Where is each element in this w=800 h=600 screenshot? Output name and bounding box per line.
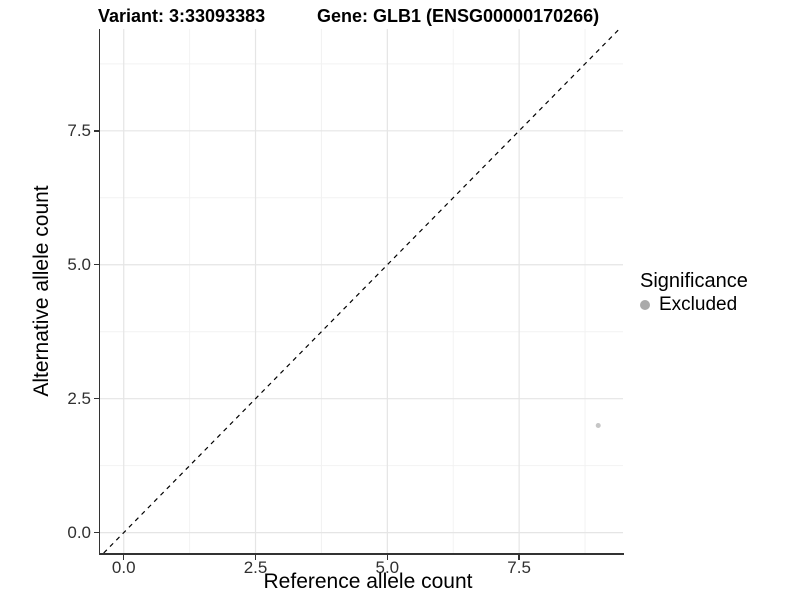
x-tick-mark: [518, 554, 520, 560]
x-tick-mark: [254, 554, 257, 560]
x-axis-line: [98, 553, 624, 555]
x-tick-mark: [122, 554, 125, 560]
y-tick-mark: [93, 263, 99, 266]
variant-title: Variant: 3:33093383: [98, 6, 266, 26]
y-axis-title: Alternative allele count: [30, 185, 53, 397]
identity-dashed-line: [103, 29, 620, 553]
y-tick-label: 0.0: [67, 522, 91, 542]
x-tick-mark: [386, 554, 389, 560]
legend-title: Significance: [640, 270, 748, 292]
x-tick-label: 7.5: [507, 558, 531, 577]
legend-items: Excluded: [640, 293, 737, 316]
y-tick-mark: [93, 130, 99, 132]
x-tick-label: 2.5: [243, 558, 268, 577]
legend-item-excluded: Excluded: [640, 294, 737, 316]
plot-panel: [100, 29, 623, 553]
y-tick-label: 5.0: [67, 254, 91, 274]
y-tick-mark: [93, 397, 99, 400]
x-tick-label: 0.0: [111, 558, 136, 577]
legend-marker-icon: [640, 300, 650, 310]
y-tick-label: 7.5: [67, 120, 91, 140]
plot-area: [100, 29, 623, 553]
gene-title: Gene: GLB1 (ENSG00000170266): [317, 6, 600, 26]
y-tick-label: 2.5: [67, 388, 91, 408]
legend: Significance Excluded: [640, 269, 748, 316]
legend-item-label: Excluded: [659, 294, 738, 315]
x-tick-label: 5.0: [375, 558, 400, 577]
data-point-excluded: [595, 422, 601, 428]
y-axis-line: [98, 29, 100, 555]
x-axis-title: Reference allele count: [263, 570, 473, 593]
y-tick-mark: [93, 531, 99, 534]
